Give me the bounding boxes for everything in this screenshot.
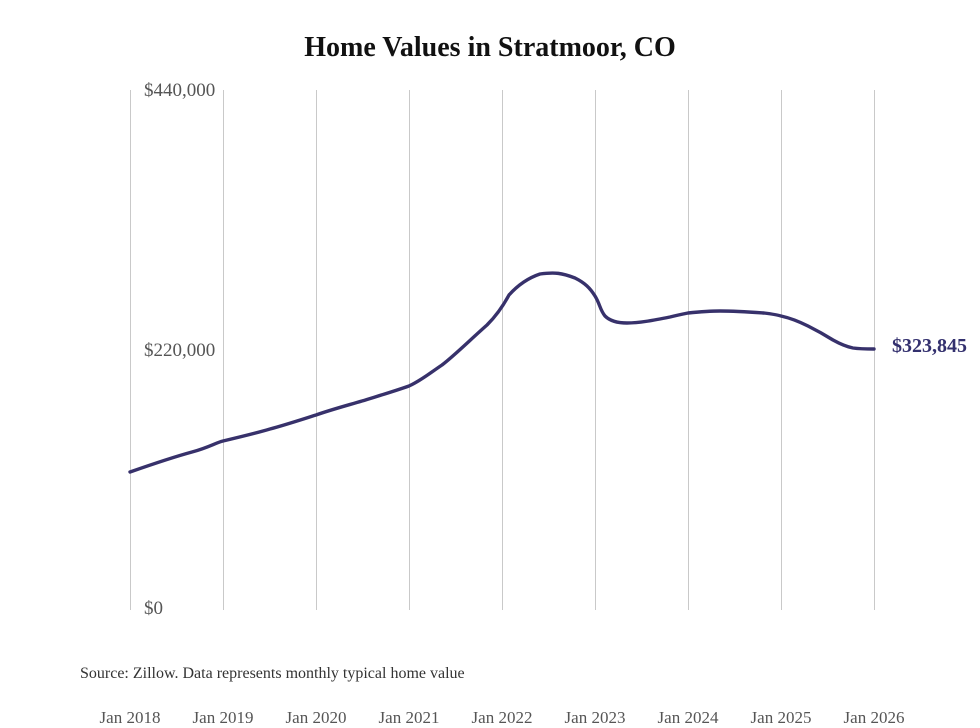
x-tick-6: Jan 2024	[658, 708, 719, 728]
x-tick-7: Jan 2025	[751, 708, 812, 728]
home-value-line-chart	[130, 90, 875, 610]
x-tick-3: Jan 2021	[379, 708, 440, 728]
chart-container: Home Values in Stratmoor, CO $440,000 $2…	[0, 0, 980, 699]
x-tick-8: Jan 2026	[844, 708, 905, 728]
chart-title: Home Values in Stratmoor, CO	[0, 32, 980, 64]
plot-area: $440,000 $220,000 $0 Jan 2018 Jan 2019 J…	[130, 90, 875, 610]
x-tick-2: Jan 2020	[286, 708, 347, 728]
home-value-line-path	[130, 273, 874, 472]
source-text: Source: Zillow. Data represents monthly …	[80, 665, 465, 683]
x-tick-1: Jan 2019	[193, 708, 254, 728]
end-value-label: $323,845	[892, 335, 967, 358]
x-tick-5: Jan 2023	[565, 708, 626, 728]
x-tick-4: Jan 2022	[472, 708, 533, 728]
x-tick-0: Jan 2018	[100, 708, 161, 728]
